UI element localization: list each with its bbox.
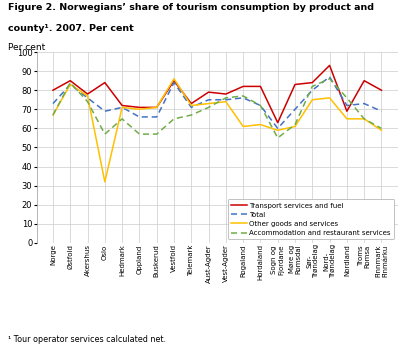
Text: Figure 2. Norwegians’ share of tourism consumption by product and: Figure 2. Norwegians’ share of tourism c… <box>8 3 373 12</box>
Text: Per cent: Per cent <box>8 43 45 52</box>
Text: ¹ Tour operator services calculated net.: ¹ Tour operator services calculated net. <box>8 335 166 344</box>
Text: county¹. 2007. Per cent: county¹. 2007. Per cent <box>8 24 134 33</box>
Legend: Transport services and fuel, Total, Other goods and services, Accommodation and : Transport services and fuel, Total, Othe… <box>227 199 393 239</box>
